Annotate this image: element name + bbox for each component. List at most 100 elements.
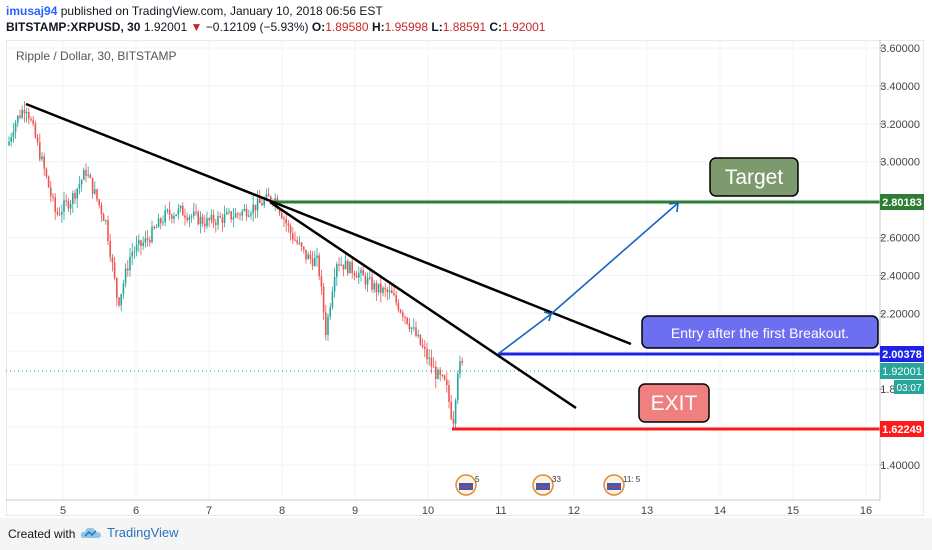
candle-body: [402, 312, 404, 317]
price-tick-label: 2.20000: [880, 308, 920, 320]
event-flag-icon[interactable]: 33: [532, 474, 561, 496]
time-axis[interactable]: 5 6 7 8 9 10 11 12 13 14 15 16: [60, 505, 872, 517]
publish-info: imusaj94 published on TradingView.com, J…: [6, 4, 383, 18]
candle-body: [404, 316, 406, 318]
entry-price-label: 2.00378: [880, 346, 924, 362]
candle-body: [298, 242, 301, 244]
candle-body: [144, 238, 147, 243]
candle-body: [83, 170, 85, 180]
exit-price-text: 1.62249: [882, 424, 922, 436]
chart-area[interactable]: Target Entry after the first Breakout. E…: [5, 39, 925, 517]
candle-body: [239, 214, 241, 216]
candle-body: [261, 203, 263, 206]
candle-body: [63, 200, 65, 212]
exit-price-label: 1.62249: [880, 421, 924, 437]
candle-body: [270, 196, 272, 202]
candle-body: [162, 222, 164, 224]
chart-legend: Ripple / Dollar, 30, BITSTAMP: [16, 49, 177, 63]
tradingview-brand[interactable]: TradingView: [80, 525, 179, 540]
candle-body: [100, 205, 103, 215]
candle-body: [56, 211, 59, 214]
price-tick-label: 3.60000: [880, 43, 920, 55]
arrow-midpoint-head: [543, 311, 552, 322]
candle-body: [153, 226, 155, 229]
candle-body: [30, 118, 32, 121]
candle-body: [314, 257, 316, 266]
candle-body: [118, 297, 120, 306]
candle-body: [417, 334, 419, 337]
candle-body: [443, 375, 446, 380]
candle-body: [105, 220, 107, 222]
candle-body: [391, 290, 393, 294]
candle-body: [252, 204, 254, 214]
bar-countdown: 03:07: [896, 383, 921, 394]
created-with-text: Created with: [8, 527, 76, 541]
candle-body: [327, 316, 329, 335]
target-annotation[interactable]: Target: [709, 157, 799, 197]
candle-body: [113, 262, 116, 278]
candle-body: [197, 211, 199, 225]
candle-body: [410, 327, 413, 329]
open-value: 1.89580: [325, 20, 369, 34]
candle-body: [380, 283, 382, 293]
candle-body: [360, 269, 362, 274]
candle-body: [377, 283, 380, 293]
price-chart[interactable]: Target Entry after the first Breakout. E…: [5, 39, 925, 517]
candle-body: [129, 256, 131, 271]
economic-events[interactable]: 5 33 11: 5: [455, 474, 641, 496]
candle-body: [65, 200, 67, 202]
entry-annotation[interactable]: Entry after the first Breakout.: [641, 315, 879, 349]
candle-body: [199, 216, 202, 225]
candle-body: [168, 210, 171, 215]
candle-body: [278, 208, 281, 214]
candle-body: [17, 115, 19, 123]
candle-body: [210, 214, 213, 221]
trend-line-steep[interactable]: [269, 200, 577, 410]
candle-body: [413, 327, 415, 329]
candle-body: [254, 204, 257, 211]
target-price-text: 2.80183: [882, 197, 922, 209]
candle-body: [212, 214, 215, 223]
candle-body: [232, 217, 235, 220]
candle-body: [201, 216, 204, 224]
event-flag-icon[interactable]: 11: 5: [603, 474, 641, 496]
candle-body: [322, 286, 325, 313]
exit-label: EXIT: [651, 392, 698, 415]
candle-body: [384, 287, 386, 290]
candle-body: [219, 216, 221, 218]
candle-body: [430, 357, 433, 367]
candle-body: [223, 214, 226, 223]
trend-line-long[interactable]: [25, 102, 632, 346]
candle-body: [228, 211, 230, 213]
candle-body: [364, 275, 367, 285]
candle-body: [351, 261, 353, 274]
candle-body: [415, 327, 417, 337]
candle-body: [424, 346, 426, 349]
candle-body: [179, 205, 182, 209]
event-flag-icon[interactable]: 5: [455, 474, 480, 496]
exit-annotation[interactable]: EXIT: [638, 383, 710, 423]
candle-body: [47, 176, 50, 188]
candle-body: [146, 238, 149, 240]
time-tick-label: 9: [352, 505, 358, 516]
candle-body: [135, 244, 138, 252]
price-tick-label: 2.60000: [880, 233, 920, 245]
candle-body: [208, 218, 210, 221]
candle-body: [173, 216, 175, 219]
author-link[interactable]: imusaj94: [6, 4, 58, 18]
price-tick-label: 3.40000: [880, 81, 920, 93]
candle-body: [215, 222, 217, 225]
candle-body: [283, 218, 285, 220]
candle-body: [426, 348, 428, 359]
candle-body: [331, 291, 334, 308]
candle-body: [243, 208, 246, 212]
candle-body: [230, 211, 232, 220]
price-tick-label: 3.00000: [880, 157, 920, 169]
candle-body: [250, 213, 252, 216]
entry-label: Entry after the first Breakout.: [671, 325, 849, 341]
candle-body: [58, 213, 61, 215]
symbol-label: BITSTAMP:XRPUSD, 30: [6, 20, 141, 34]
candle-body: [388, 290, 391, 293]
candle-body: [305, 249, 307, 260]
candle-body: [140, 240, 142, 246]
